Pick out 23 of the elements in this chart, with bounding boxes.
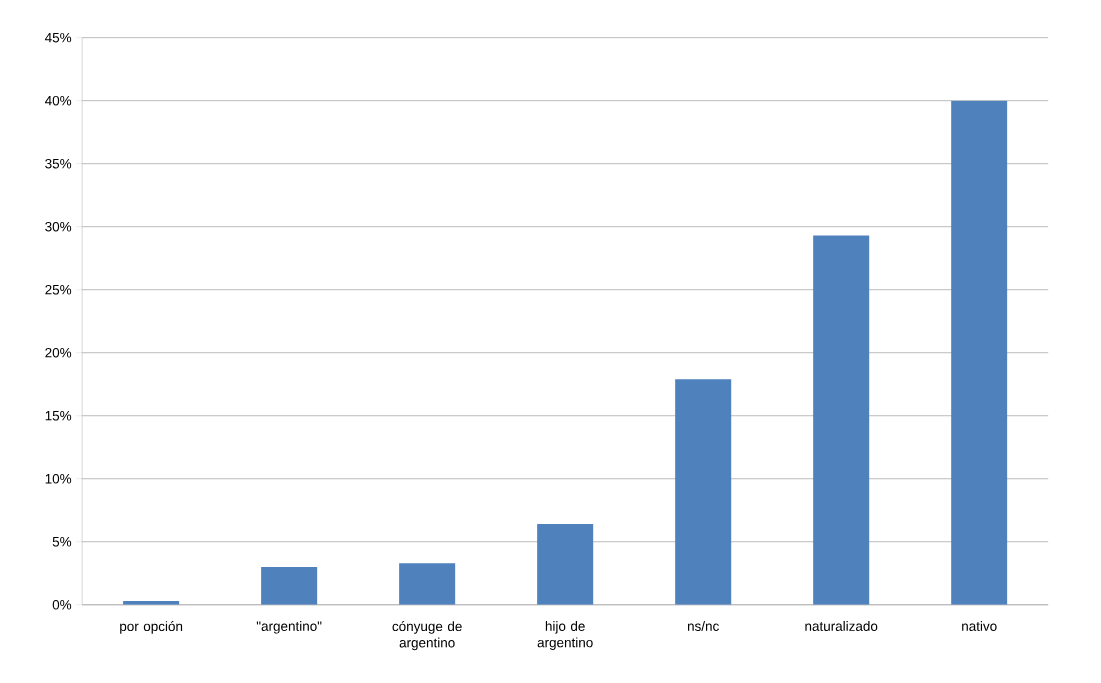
x-tick-label: nativo — [962, 621, 997, 631]
x-tick-label: hijo de argentino — [537, 621, 593, 650]
y-tick-label: 35% — [45, 158, 72, 169]
x-tick-label: "argentino" — [256, 621, 322, 634]
y-tick-label: 20% — [45, 347, 72, 358]
x-tick-label: cónyuge de argentino — [392, 621, 462, 651]
x-tick-label: ns/nc — [687, 621, 719, 631]
y-tick-label: 15% — [45, 410, 72, 421]
bar — [951, 100, 1008, 605]
y-tick-label: 30% — [45, 221, 72, 232]
x-tick-label: por opción — [120, 621, 183, 634]
y-tick-label: 45% — [44, 32, 72, 43]
y-tick-label: 10% — [45, 473, 72, 484]
y-tick-label: 40% — [44, 95, 72, 106]
y-tick-label: 5% — [52, 537, 72, 547]
bar — [537, 524, 594, 605]
bar — [399, 563, 456, 605]
x-tick-label: naturalizado — [805, 621, 878, 631]
y-tick-label: 0% — [52, 599, 72, 610]
y-tick-label: 25% — [45, 284, 72, 295]
bar — [813, 235, 870, 605]
bar — [675, 379, 732, 605]
bar — [261, 566, 318, 605]
